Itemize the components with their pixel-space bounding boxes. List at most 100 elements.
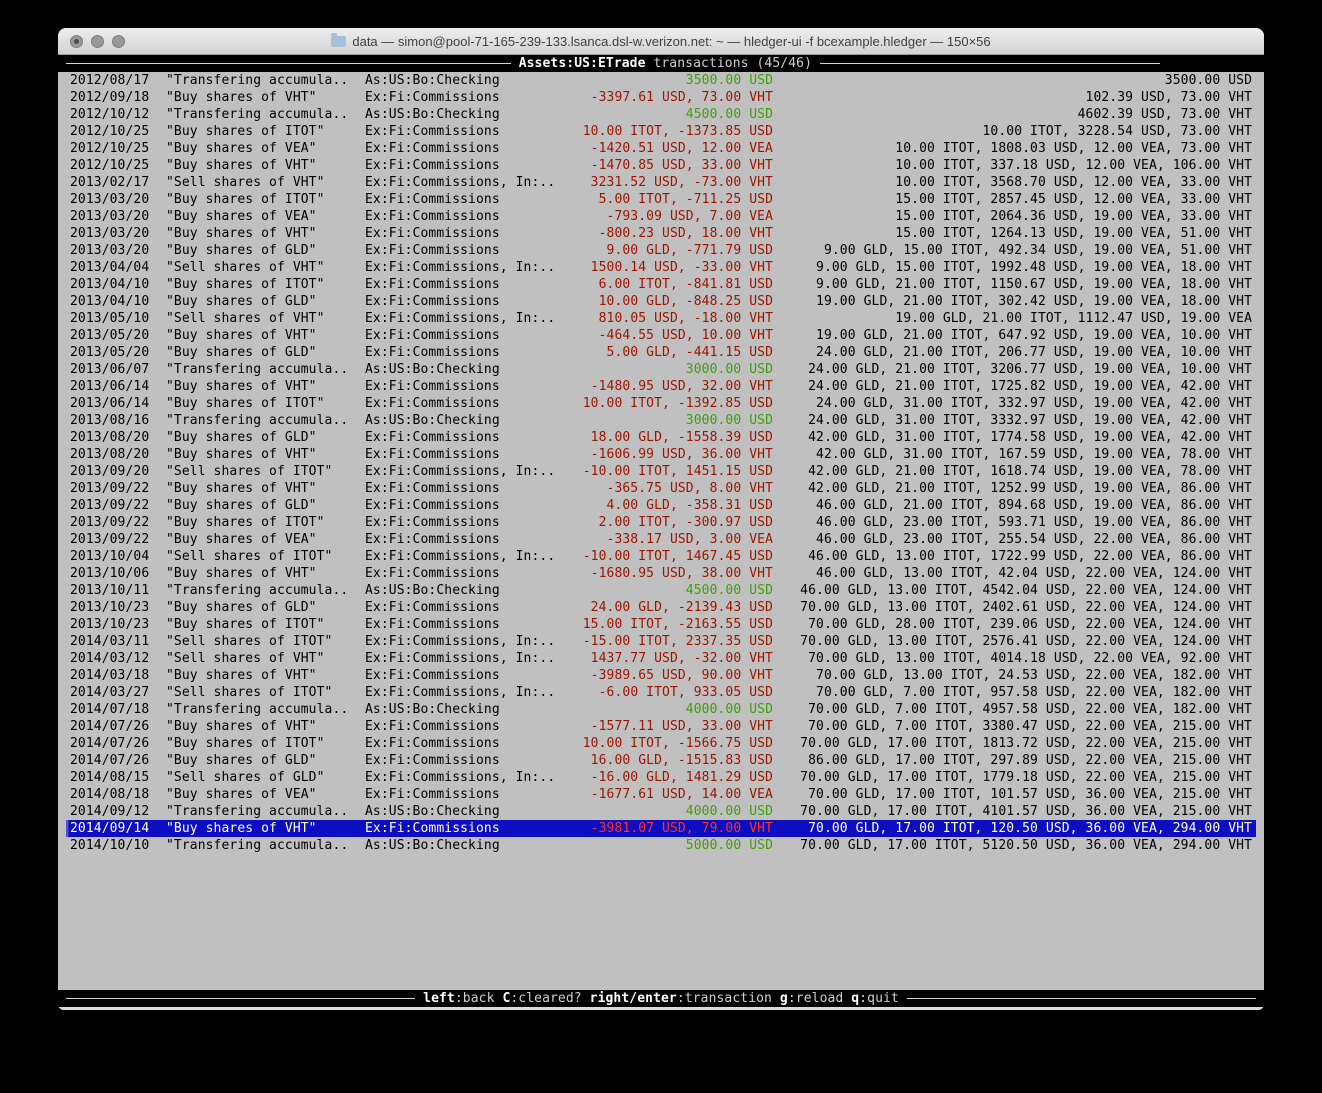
transaction-row[interactable]: 2013/03/20 "Buy shares of VHT" Ex:Fi:Commi… [66,225,1256,242]
txn-description: "Buy shares of ITOT" [166,515,325,530]
transaction-row[interactable]: 2013/04/04 "Sell shares of VHT" Ex:Fi:Comm… [66,259,1256,276]
transaction-row[interactable]: 2013/09/22 "Buy shares of ITOT" Ex:Fi:Comm… [66,514,1256,531]
txn-running-balance: 42.00 GLD, 21.00 ITOT, 1618.74 USD, 19.0… [808,464,1252,479]
window-bottom-edge [58,1007,1264,1010]
transaction-row[interactable]: 2013/10/23 "Buy shares of GLD" Ex:Fi:Commi… [66,599,1256,616]
transaction-row[interactable]: 2013/10/06 "Buy shares of VHT" Ex:Fi:Commi… [66,565,1256,582]
txn-date: 2014/09/14 [70,821,150,836]
transaction-row[interactable]: 2012/10/25 "Buy shares of VHT" Ex:Fi:Commi… [66,157,1256,174]
txn-amount: 3231.52 USD, -73.00 VHT [590,175,773,190]
txn-description: "Sell shares of GLD" [166,770,325,785]
transaction-row[interactable]: 2014/03/12 "Sell shares of VHT" Ex:Fi:Comm… [66,650,1256,667]
transaction-row[interactable]: 2013/04/10 "Buy shares of ITOT" Ex:Fi:Comm… [66,276,1256,293]
transaction-row[interactable]: 2013/09/22 "Buy shares of GLD" Ex:Fi:Commi… [66,497,1256,514]
txn-accounts: Ex:Fi:Commissions [365,787,500,802]
transaction-row[interactable]: 2014/03/27 "Sell shares of ITOT" Ex:Fi:Com… [66,684,1256,701]
window-zoom-button[interactable] [112,34,125,48]
txn-running-balance: 24.00 GLD, 21.00 ITOT, 3206.77 USD, 19.0… [808,362,1252,377]
txn-description: "Buy shares of VHT" [166,668,317,683]
transaction-row[interactable]: 2014/07/18 "Transfering accumula.. As:US:B… [66,701,1256,718]
txn-amount: 4.00 GLD, -358.31 USD [606,498,773,513]
transaction-row[interactable]: 2013/08/20 "Buy shares of VHT" Ex:Fi:Commi… [66,446,1256,463]
transaction-row[interactable]: 2013/03/20 "Buy shares of VEA" Ex:Fi:Commi… [66,208,1256,225]
transaction-row[interactable]: 2014/10/10 "Transfering accumula.. As:US:B… [66,837,1256,854]
transaction-row[interactable]: 2013/05/10 "Sell shares of VHT" Ex:Fi:Comm… [66,310,1256,327]
transaction-row[interactable]: 2013/06/07 "Transfering accumula.. As:US:B… [66,361,1256,378]
window-close-button[interactable] [70,34,83,48]
transaction-row[interactable]: 2013/10/04 "Sell shares of ITOT" Ex:Fi:Com… [66,548,1256,565]
txn-description: "Buy shares of GLD" [166,498,317,513]
transaction-row[interactable]: 2013/10/23 "Buy shares of ITOT" Ex:Fi:Comm… [66,616,1256,633]
transaction-row[interactable]: 2012/09/18 "Buy shares of VHT" Ex:Fi:Commi… [66,89,1256,106]
transaction-row[interactable]: 2014/03/18 "Buy shares of VHT" Ex:Fi:Commi… [66,667,1256,684]
txn-accounts: Ex:Fi:Commissions [365,345,500,360]
txn-amount: 4500.00 USD [685,583,773,598]
txn-amount: 5.00 GLD, -441.15 USD [606,345,773,360]
transaction-row[interactable]: 2014/07/26 "Buy shares of ITOT" Ex:Fi:Comm… [66,735,1256,752]
transaction-row[interactable]: 2013/03/20 "Buy shares of ITOT" Ex:Fi:Comm… [66,191,1256,208]
txn-accounts: Ex:Fi:Commissions [365,294,500,309]
txn-running-balance: 19.00 GLD, 21.00 ITOT, 647.92 USD, 19.00… [816,328,1252,343]
transaction-row[interactable]: 2013/09/22 "Buy shares of VEA" Ex:Fi:Commi… [66,531,1256,548]
transaction-row[interactable]: 2014/09/12 "Transfering accumula.. As:US:B… [66,803,1256,820]
transaction-row[interactable]: 2013/05/20 "Buy shares of VHT" Ex:Fi:Commi… [66,327,1256,344]
transaction-row[interactable]: 2013/08/20 "Buy shares of GLD" Ex:Fi:Commi… [66,429,1256,446]
txn-running-balance: 70.00 GLD, 7.00 ITOT, 3380.47 USD, 22.00… [808,719,1252,734]
window-minimize-button[interactable] [91,34,104,48]
transaction-row[interactable]: 2014/09/14 "Buy shares of VHT" Ex:Fi:Commi… [66,820,1256,837]
transaction-row[interactable]: 2013/06/14 "Buy shares of VHT" Ex:Fi:Commi… [66,378,1256,395]
transaction-row[interactable]: 2014/03/11 "Sell shares of ITOT" Ex:Fi:Com… [66,633,1256,650]
txn-date: 2012/08/17 [70,73,150,88]
txn-description: "Buy shares of GLD" [166,345,317,360]
txn-accounts: Ex:Fi:Commissions [365,481,500,496]
transaction-row[interactable]: 2013/10/11 "Transfering accumula.. As:US:B… [66,582,1256,599]
txn-description: "Transfering accumula.. [166,107,349,122]
txn-date: 2013/09/22 [70,481,150,496]
txn-date: 2013/03/20 [70,209,150,224]
txn-accounts: Ex:Fi:Commissions, In:.. [365,464,556,479]
txn-accounts: Ex:Fi:Commissions [365,430,500,445]
transaction-row[interactable]: 2014/08/15 "Sell shares of GLD" Ex:Fi:Comm… [66,769,1256,786]
txn-date: 2014/07/26 [70,736,150,751]
transaction-row[interactable]: 2013/08/16 "Transfering accumula.. As:US:B… [66,412,1256,429]
transaction-row[interactable]: 2013/04/10 "Buy shares of GLD" Ex:Fi:Commi… [66,293,1256,310]
txn-date: 2012/10/25 [70,158,150,173]
txn-running-balance: 42.00 GLD, 21.00 ITOT, 1252.99 USD, 19.0… [808,481,1252,496]
header-rule-left [66,62,511,65]
txn-running-balance: 46.00 GLD, 23.00 ITOT, 593.71 USD, 19.00… [816,515,1252,530]
transaction-row[interactable]: 2012/10/12 "Transfering accumula.. As:US:B… [66,106,1256,123]
transaction-row[interactable]: 2013/09/20 "Sell shares of ITOT" Ex:Fi:Com… [66,463,1256,480]
transaction-row[interactable]: 2013/05/20 "Buy shares of GLD" Ex:Fi:Commi… [66,344,1256,361]
txn-accounts: Ex:Fi:Commissions [365,192,500,207]
txn-running-balance: 15.00 ITOT, 2064.36 USD, 19.00 VEA, 33.0… [895,209,1252,224]
txn-running-balance: 15.00 ITOT, 1264.13 USD, 19.00 VEA, 51.0… [895,226,1252,241]
transaction-row[interactable]: 2014/07/26 "Buy shares of GLD" Ex:Fi:Commi… [66,752,1256,769]
txn-running-balance: 70.00 GLD, 17.00 ITOT, 1779.18 USD, 22.0… [800,770,1252,785]
txn-description: "Buy shares of VHT" [166,226,317,241]
txn-description: "Sell shares of VHT" [166,311,325,326]
transaction-row[interactable]: 2013/09/22 "Buy shares of VHT" Ex:Fi:Commi… [66,480,1256,497]
txn-running-balance: 9.00 GLD, 15.00 ITOT, 492.34 USD, 19.00 … [823,243,1252,258]
txn-running-balance: 24.00 GLD, 31.00 ITOT, 332.97 USD, 19.00… [816,396,1252,411]
transaction-row[interactable]: 2013/06/14 "Buy shares of ITOT" Ex:Fi:Comm… [66,395,1256,412]
txn-amount: -3989.65 USD, 90.00 VHT [590,668,773,683]
txn-running-balance: 46.00 GLD, 21.00 ITOT, 894.68 USD, 19.00… [816,498,1252,513]
txn-accounts: Ex:Fi:Commissions [365,736,500,751]
transaction-row[interactable]: 2013/02/17 "Sell shares of VHT" Ex:Fi:Comm… [66,174,1256,191]
txn-amount: -10.00 ITOT, 1467.45 USD [582,549,773,564]
txn-date: 2013/03/20 [70,192,150,207]
txn-description: "Buy shares of VHT" [166,447,317,462]
txn-date: 2014/03/27 [70,685,150,700]
txn-description: "Transfering accumula.. [166,583,349,598]
txn-description: "Buy shares of GLD" [166,753,317,768]
transaction-row[interactable]: 2012/10/25 "Buy shares of ITOT" Ex:Fi:Comm… [66,123,1256,140]
txn-description: "Buy shares of GLD" [166,430,317,445]
transaction-row[interactable]: 2012/10/25 "Buy shares of VEA" Ex:Fi:Commi… [66,140,1256,157]
transaction-row[interactable]: 2012/08/17 "Transfering accumula.. As:US:B… [66,72,1256,89]
window-titlebar[interactable]: data — simon@pool-71-165-239-133.lsanca.… [58,28,1264,55]
txn-date: 2013/10/11 [70,583,150,598]
txn-description: "Transfering accumula.. [166,413,349,428]
transaction-row[interactable]: 2014/07/26 "Buy shares of VHT" Ex:Fi:Commi… [66,718,1256,735]
transaction-row[interactable]: 2014/08/18 "Buy shares of VEA" Ex:Fi:Commi… [66,786,1256,803]
transaction-row[interactable]: 2013/03/20 "Buy shares of GLD" Ex:Fi:Commi… [66,242,1256,259]
